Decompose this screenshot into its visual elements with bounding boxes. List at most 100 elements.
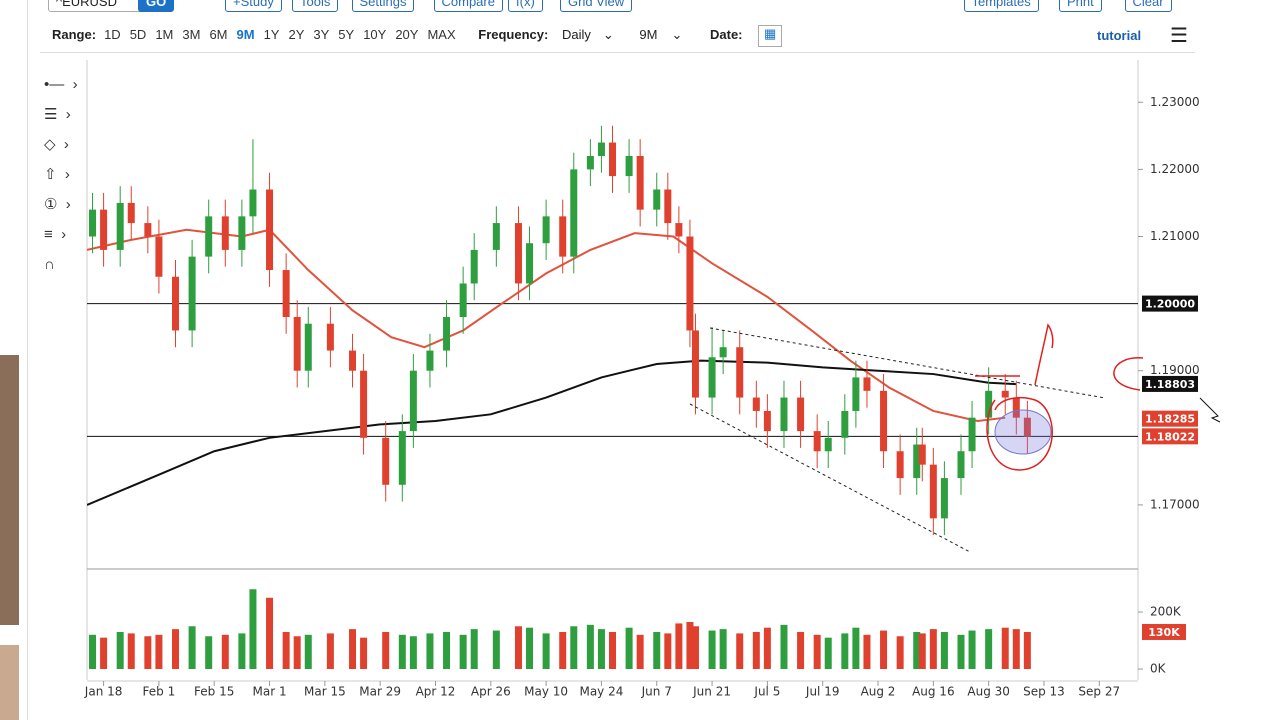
candle-body — [896, 451, 904, 479]
range-option[interactable]: 10Y — [363, 27, 387, 43]
volume-bar — [968, 630, 976, 669]
volume-bar — [282, 631, 290, 669]
range-option[interactable]: 9M — [236, 27, 255, 43]
toolbar-button[interactable]: f(x) — [508, 0, 543, 12]
volume-bar — [664, 633, 672, 669]
tool-icon[interactable]: •— › — [44, 76, 78, 93]
range-option[interactable]: 1Y — [263, 27, 280, 43]
toolbar-button[interactable]: Print — [1059, 0, 1102, 12]
dropdown-arrow: ⌄ — [671, 27, 683, 43]
volume-bar — [929, 629, 937, 669]
brand[interactable]: tutorial — [1097, 28, 1142, 43]
freehand-arrow — [1034, 323, 1054, 386]
volume-bar — [116, 631, 124, 669]
volume-bar — [398, 634, 406, 669]
frequency-select[interactable]: Daily — [561, 27, 591, 43]
candle-body — [238, 216, 246, 250]
volume-bar — [221, 634, 229, 669]
range-option[interactable]: 1D — [104, 27, 121, 43]
tool-icon[interactable]: ☰ › — [44, 106, 71, 123]
calendar-button[interactable]: ▦ — [758, 25, 783, 47]
candle-body — [752, 397, 760, 411]
volume-bar — [249, 589, 257, 669]
volume-bar — [752, 631, 760, 669]
candle-body — [763, 410, 771, 432]
moving-average — [87, 359, 1017, 506]
candle-body — [360, 370, 368, 438]
freehand — [986, 397, 1053, 471]
candle-body — [940, 478, 948, 519]
frequency-label: Frequency: — [478, 27, 549, 43]
candle-body — [653, 189, 661, 210]
x-tick-label: Jul 19 — [805, 685, 840, 699]
range-option[interactable]: 3M — [182, 27, 201, 43]
x-tick-label: Jun 7 — [641, 685, 672, 699]
candle-body — [736, 347, 744, 398]
y-tick-label: 1.19000 — [1150, 363, 1200, 377]
dropdown-arrow: ⌄ — [602, 27, 614, 43]
x-tick-label: Jul 5 — [753, 685, 780, 699]
toolbar-button[interactable]: Grid View — [560, 0, 633, 12]
ma-group — [87, 228, 1017, 506]
volume-bar — [852, 627, 860, 669]
volume-bar — [293, 636, 301, 669]
candle-body — [719, 347, 727, 358]
volume-bar — [266, 597, 274, 669]
range-option[interactable]: 1M — [155, 27, 174, 43]
range-option[interactable]: 3Y — [313, 27, 330, 43]
x-tick-label: Jun 21 — [692, 685, 731, 699]
volume-bar — [542, 633, 550, 669]
candle-body — [918, 444, 926, 465]
candle-body — [144, 223, 152, 237]
candle-body — [188, 256, 196, 331]
toolbar-button[interactable]: Compare — [433, 0, 503, 12]
volume-bar — [653, 631, 661, 669]
toolbar-button[interactable]: Settings — [351, 0, 415, 12]
x-tick-label: Feb 1 — [143, 685, 176, 699]
candle-body — [708, 357, 716, 398]
go-button[interactable]: GO — [138, 0, 175, 12]
range-option[interactable]: 2Y — [288, 27, 305, 43]
cursor — [1199, 397, 1221, 423]
x-tick-label: Jan 18 — [84, 685, 123, 699]
x-tick-label: May 10 — [524, 685, 568, 699]
candle-body — [586, 155, 594, 170]
range-option[interactable]: 5Y — [338, 27, 355, 43]
toolbar-button[interactable]: Clear — [1124, 0, 1172, 12]
range-option[interactable]: 5D — [129, 27, 147, 43]
price-marker-bg — [1142, 428, 1198, 445]
volume-bar — [426, 633, 434, 669]
candle-body — [1023, 417, 1031, 437]
toolbar-button[interactable]: Templates — [963, 0, 1039, 12]
tool-icon[interactable]: ∩ — [44, 256, 55, 273]
volume-bar — [349, 629, 357, 669]
volume-bar — [172, 629, 180, 669]
candle-body — [459, 283, 467, 318]
period-select[interactable]: 9M — [639, 27, 658, 43]
volume-tick-label: 0K — [1150, 662, 1167, 676]
price-marker-bg — [1142, 375, 1198, 392]
candle-body — [1012, 397, 1020, 418]
tool-icon[interactable]: ≡ › — [44, 226, 67, 243]
candle-body — [326, 323, 334, 351]
menu-icon[interactable]: ☰ — [1170, 25, 1188, 47]
volume-bar — [127, 633, 135, 669]
toolbar-button[interactable]: Tools — [292, 0, 339, 12]
trendline — [709, 327, 1106, 399]
tool-icon[interactable]: ◇ › — [44, 136, 69, 153]
candle-body — [780, 397, 788, 432]
tool-icon[interactable]: ⇧ › — [44, 166, 70, 183]
page-border — [27, 0, 28, 720]
range-option[interactable]: 20Y — [395, 27, 419, 43]
candle-body — [382, 437, 390, 485]
volume-bar — [188, 626, 196, 669]
toolbar-button[interactable]: +Study — [225, 0, 282, 12]
range-option[interactable]: 6M — [209, 27, 228, 43]
y-tick-label: 1.22000 — [1150, 162, 1200, 176]
y-tick-label: 1.21000 — [1150, 229, 1200, 243]
range-option[interactable]: MAX — [427, 27, 456, 43]
candle-body — [116, 202, 124, 250]
volume-bar — [526, 627, 534, 669]
tool-icon[interactable]: ① › — [44, 196, 71, 213]
